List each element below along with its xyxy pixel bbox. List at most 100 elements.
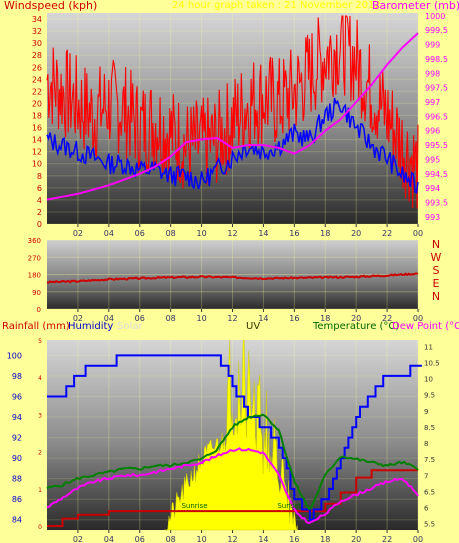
humidity-tick-label: 90 xyxy=(12,454,22,463)
barometer-tick-label: 993.5 xyxy=(425,198,448,207)
direction-x-tick-label: 14 xyxy=(258,314,268,323)
direction-series-line xyxy=(46,272,419,284)
humidity-tick-label: 100 xyxy=(7,351,22,360)
rainfall-tick-label: 1 xyxy=(38,487,42,494)
barometer-axis-label: Barometer (mb) xyxy=(372,0,459,12)
humidity-x-tick-label: 16 xyxy=(289,535,299,543)
barometer-tick-label: 999.5 xyxy=(425,26,448,35)
direction-x-tick-label: 22 xyxy=(382,314,392,323)
avg-wind-series-line xyxy=(46,97,419,194)
wind-x-tick-label: 02 xyxy=(73,229,83,238)
barometer-tick-label: 996 xyxy=(425,127,440,136)
wind-x-tick-label: 16 xyxy=(289,229,299,238)
humidity-tick-label: 98 xyxy=(12,372,22,381)
temperature-tick-label: 11 xyxy=(424,343,433,351)
compass-label: E xyxy=(433,277,440,290)
barometer-tick-label: 999 xyxy=(425,41,440,50)
direction-x-tick-label: 20 xyxy=(351,314,361,323)
humidity-x-tick-label: 02 xyxy=(73,535,83,543)
dewpoint-axis-label: Dew Point (°C) xyxy=(392,321,459,332)
temperature-tick-label: 7 xyxy=(424,472,428,480)
direction-tick-label: 90 xyxy=(32,289,41,297)
temperature-tick-label: 7.5 xyxy=(424,456,435,464)
humidity-tick-label: 86 xyxy=(12,495,22,504)
barometer-tick-label: 994.5 xyxy=(425,170,448,179)
windspeed-tick-label: 24 xyxy=(32,75,42,84)
rainfall-axis-label: Rainfall (mm) xyxy=(2,321,70,332)
wind-x-tick-label: 18 xyxy=(320,229,330,238)
humidity-x-tick-label: 14 xyxy=(258,535,268,543)
humidity-x-tick-label: 06 xyxy=(135,535,145,543)
wind-x-tick-label: 00 xyxy=(413,229,423,238)
windspeed-tick-label: 18 xyxy=(32,111,42,120)
barometer-tick-label: 997.5 xyxy=(425,84,448,93)
rainfall-tick-label: 3 xyxy=(38,412,42,419)
humidity-tick-label: 88 xyxy=(12,475,22,484)
direction-panel-background xyxy=(47,240,418,309)
direction-x-tick-label: 04 xyxy=(104,314,114,323)
temperature-tick-label: 6.5 xyxy=(424,488,435,496)
windspeed-tick-label: 16 xyxy=(32,124,42,133)
barometer-series-line xyxy=(46,32,419,201)
sunrise-label: Sunrise xyxy=(181,502,207,510)
wind-x-tick-label: 08 xyxy=(166,229,176,238)
direction-x-tick-label: 00 xyxy=(413,314,423,323)
humidity-x-tick-label: 04 xyxy=(104,535,114,543)
humidity-x-tick-label: 18 xyxy=(320,535,330,543)
humidity-tick-label: 92 xyxy=(12,434,22,443)
humidity-x-tick-label: 08 xyxy=(166,535,176,543)
barometer-tick-label: 998.5 xyxy=(425,55,448,64)
temperature-tick-label: 9 xyxy=(424,408,428,416)
barometer-tick-label: 996.5 xyxy=(425,112,448,121)
windspeed-tick-label: 30 xyxy=(32,39,42,48)
direction-tick-label: 270 xyxy=(28,254,41,262)
windspeed-axis-label: Windspeed (kph) xyxy=(4,0,98,12)
compass-label: N xyxy=(432,238,440,251)
barometer-tick-label: 997 xyxy=(425,98,440,107)
temperature-tick-label: 5.5 xyxy=(424,521,435,529)
barometer-tick-label: 995 xyxy=(425,155,440,164)
temperature-axis-label: Temperature (°C) xyxy=(313,321,400,332)
humidity-x-tick-label: 00 xyxy=(413,535,423,543)
direction-tick-label: 360 xyxy=(28,237,41,245)
humidity-legend-label: Humidity xyxy=(68,321,114,332)
humidity-x-tick-label: 20 xyxy=(351,535,361,543)
compass-label: S xyxy=(433,264,440,277)
wind-x-tick-label: 06 xyxy=(135,229,145,238)
temperature-tick-label: 9.5 xyxy=(424,392,435,400)
temperature-series-line xyxy=(46,413,419,511)
temperature-tick-label: 10.5 xyxy=(424,360,440,368)
compass-label: W xyxy=(431,251,442,264)
temperature-tick-label: 8.5 xyxy=(424,424,435,432)
windspeed-tick-label: 14 xyxy=(32,136,42,145)
barometer-tick-label: 1000 xyxy=(425,12,445,21)
direction-x-tick-label: 16 xyxy=(289,314,299,323)
rainfall-series-line xyxy=(47,469,418,527)
solar-legend-label: Solar xyxy=(117,321,143,332)
direction-tick-label: 0 xyxy=(37,306,41,314)
wind-x-tick-label: 20 xyxy=(351,229,361,238)
direction-x-tick-label: 12 xyxy=(227,314,237,323)
temperature-tick-label: 8 xyxy=(424,440,428,448)
uv-legend-label: UV xyxy=(246,321,261,332)
wind-x-tick-label: 10 xyxy=(196,229,206,238)
windspeed-tick-label: 32 xyxy=(32,27,42,36)
humidity-x-tick-label: 22 xyxy=(382,535,392,543)
humidity-tick-label: 84 xyxy=(12,516,22,525)
barometer-tick-label: 998 xyxy=(425,69,440,78)
direction-x-tick-label: 18 xyxy=(320,314,330,323)
dewpoint-series-line xyxy=(46,447,419,525)
direction-x-tick-label: 02 xyxy=(73,314,83,323)
windspeed-tick-label: 2 xyxy=(37,208,42,217)
barometer-tick-label: 995.5 xyxy=(425,141,448,150)
windspeed-tick-label: 12 xyxy=(32,148,42,157)
sunset-label: Sunset xyxy=(277,502,301,510)
windspeed-tick-label: 20 xyxy=(32,99,42,108)
compass-label: N xyxy=(432,290,440,303)
humidity-tick-label: 96 xyxy=(12,392,22,401)
wind-x-tick-label: 22 xyxy=(382,229,392,238)
windspeed-tick-label: 28 xyxy=(32,51,42,60)
temperature-tick-label: 6 xyxy=(424,504,429,512)
wind-x-tick-label: 14 xyxy=(258,229,268,238)
